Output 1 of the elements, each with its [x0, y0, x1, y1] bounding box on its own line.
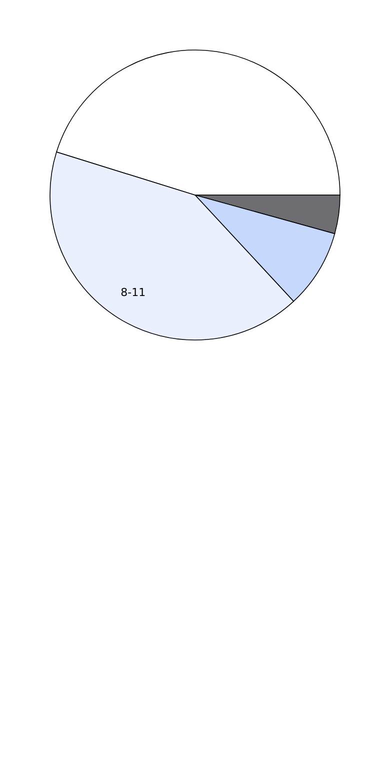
slice-label: 8-11	[120, 286, 146, 300]
